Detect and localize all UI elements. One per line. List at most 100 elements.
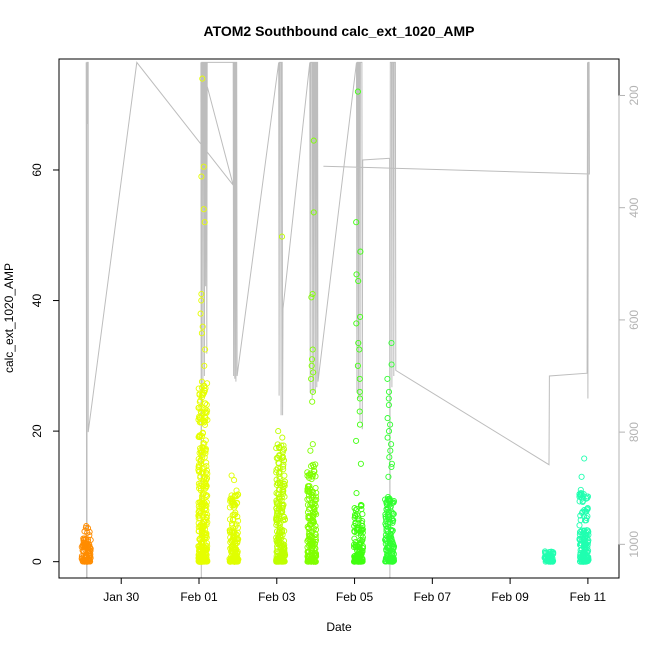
data-point bbox=[198, 297, 205, 304]
data-point bbox=[202, 479, 209, 486]
data-point bbox=[357, 501, 365, 508]
data-point bbox=[79, 558, 86, 565]
data-point bbox=[229, 557, 236, 564]
data-point bbox=[359, 534, 366, 541]
data-point bbox=[307, 505, 314, 512]
data-point bbox=[201, 534, 208, 541]
data-point bbox=[387, 447, 394, 454]
cluster-7 bbox=[541, 548, 557, 565]
cluster-6 bbox=[382, 339, 398, 565]
y-tick-label: 60 bbox=[30, 163, 44, 177]
data-point bbox=[310, 517, 317, 524]
y2-tick-label: 200 bbox=[627, 85, 641, 105]
data-point bbox=[197, 509, 204, 516]
data-point bbox=[351, 553, 358, 560]
data-point bbox=[198, 452, 205, 459]
data-point bbox=[355, 339, 362, 347]
data-point bbox=[576, 529, 584, 536]
x-axis-label: Date bbox=[326, 620, 352, 634]
data-point bbox=[230, 532, 237, 539]
data-point bbox=[200, 439, 207, 447]
data-point bbox=[354, 552, 361, 559]
data-point bbox=[274, 539, 281, 546]
data-point bbox=[196, 419, 203, 426]
y-tick-label: 40 bbox=[30, 294, 44, 308]
data-point bbox=[308, 375, 315, 382]
data-point bbox=[229, 528, 236, 535]
data-point bbox=[581, 455, 588, 462]
data-point bbox=[312, 484, 319, 492]
data-point bbox=[197, 405, 204, 412]
data-point bbox=[234, 538, 241, 545]
data-point bbox=[577, 489, 585, 497]
data-point bbox=[305, 488, 312, 495]
cluster-5 bbox=[350, 88, 366, 565]
data-point bbox=[388, 339, 395, 347]
data-point bbox=[388, 460, 395, 467]
data-point bbox=[84, 542, 91, 549]
data-point bbox=[278, 233, 286, 240]
data-point bbox=[578, 473, 585, 480]
data-point bbox=[312, 461, 319, 468]
data-point bbox=[580, 490, 587, 498]
data-point bbox=[228, 472, 235, 479]
data-point bbox=[199, 448, 206, 455]
data-point bbox=[198, 330, 205, 337]
data-point bbox=[278, 507, 286, 515]
data-point bbox=[576, 498, 583, 505]
data-point bbox=[313, 553, 320, 560]
cluster-1 bbox=[195, 75, 211, 565]
data-point bbox=[310, 209, 317, 216]
data-point bbox=[200, 206, 207, 213]
data-point bbox=[233, 500, 240, 507]
data-point bbox=[385, 388, 393, 395]
data-point bbox=[231, 477, 238, 484]
data-point bbox=[578, 527, 585, 534]
data-point bbox=[274, 545, 281, 552]
data-point bbox=[310, 137, 317, 144]
data-point bbox=[304, 558, 312, 565]
data-point bbox=[353, 511, 360, 518]
data-point bbox=[273, 521, 280, 529]
data-point bbox=[201, 421, 209, 428]
data-point bbox=[276, 494, 283, 501]
data-point bbox=[579, 497, 586, 504]
data-point bbox=[353, 219, 360, 226]
data-point bbox=[83, 523, 90, 530]
data-point bbox=[202, 346, 209, 353]
data-point bbox=[384, 543, 391, 551]
data-point bbox=[230, 548, 237, 555]
data-point bbox=[196, 414, 203, 422]
data-point bbox=[309, 441, 316, 448]
y-tick-label: 0 bbox=[30, 558, 44, 565]
data-point bbox=[358, 506, 365, 513]
data-point bbox=[200, 163, 207, 170]
data-point bbox=[195, 466, 202, 473]
data-point bbox=[81, 528, 88, 535]
data-point bbox=[357, 313, 364, 320]
data-point bbox=[385, 395, 392, 402]
data-point bbox=[356, 346, 363, 353]
data-point bbox=[305, 525, 312, 532]
data-point bbox=[353, 437, 360, 444]
data-point bbox=[309, 513, 316, 520]
data-point bbox=[384, 502, 391, 509]
data-point bbox=[354, 88, 361, 95]
data-point bbox=[308, 362, 315, 369]
data-point bbox=[198, 173, 205, 180]
data-point bbox=[304, 469, 311, 476]
cluster-8 bbox=[576, 455, 592, 565]
data-point bbox=[201, 529, 209, 537]
data-point bbox=[81, 542, 88, 549]
data-point bbox=[310, 369, 317, 376]
data-point bbox=[308, 557, 315, 564]
data-point bbox=[279, 504, 286, 511]
data-point bbox=[276, 475, 283, 482]
data-point bbox=[308, 356, 316, 363]
x-axis: Jan 30 Feb 01 Feb 03 Feb 05 Feb 07 Feb 09 Feb … bbox=[103, 577, 606, 604]
data-point bbox=[200, 549, 207, 556]
data-point bbox=[576, 541, 584, 548]
data-point bbox=[279, 556, 286, 563]
data-point bbox=[86, 555, 93, 563]
